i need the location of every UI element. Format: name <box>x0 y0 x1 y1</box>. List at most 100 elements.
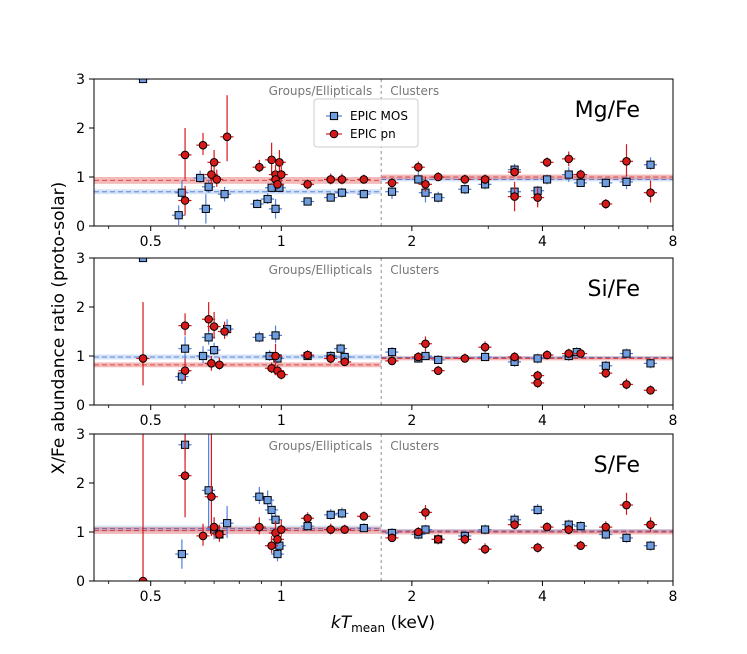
mos-point <box>336 344 345 353</box>
pn-point <box>276 525 286 534</box>
plot-area <box>94 79 673 226</box>
mos-point <box>210 346 219 355</box>
pn-point <box>564 154 574 164</box>
pn-point <box>421 339 430 349</box>
pn-point <box>576 170 585 179</box>
mos-point <box>576 178 585 187</box>
region-label-groups: Groups/Ellipticals <box>269 439 373 453</box>
x-tick-label: 8 <box>669 413 678 429</box>
pn-point <box>303 350 312 360</box>
mos-point <box>255 492 264 501</box>
mos-point <box>421 351 430 361</box>
pn-point <box>414 352 423 362</box>
mos-point <box>273 549 282 559</box>
y-tick-label: 2 <box>76 300 85 316</box>
pn-point <box>421 508 430 517</box>
mos-point <box>646 359 655 368</box>
mos-point <box>460 185 469 194</box>
pn-point <box>576 349 585 358</box>
mos-point <box>222 519 232 528</box>
pn-point <box>340 357 349 367</box>
x-tick-label: 0.5 <box>140 234 162 250</box>
y-tick-label: 0 <box>76 219 85 235</box>
pn-point <box>622 380 631 389</box>
x-tick-label: 4 <box>538 413 547 429</box>
mos-point <box>533 354 542 363</box>
y-axis-label: X/Fe abundance ratio (proto-solar) <box>49 182 69 475</box>
pn-point <box>212 175 222 184</box>
pn-point <box>326 175 336 184</box>
pn-point <box>576 541 585 551</box>
mos-point <box>180 344 190 353</box>
region-label-clusters: Clusters <box>390 84 439 98</box>
pn-point <box>303 180 312 189</box>
pn-point <box>542 158 552 167</box>
region-label-groups: Groups/Ellipticals <box>269 84 373 98</box>
mos-point <box>263 194 272 204</box>
panel-0: Groups/Ellipticals Clusters 0 1 2 3 0.5 1 2 4 8 Mg/… <box>76 72 678 250</box>
pn-point <box>359 512 369 521</box>
pn-band-0 <box>94 362 382 368</box>
x-tick-label: 0.5 <box>140 589 162 605</box>
pn-point <box>564 349 574 358</box>
pn-series <box>136 302 657 395</box>
mos-point <box>204 333 213 342</box>
pn-point <box>387 178 397 188</box>
pn-point <box>622 157 631 166</box>
mos-point <box>387 187 397 196</box>
x-tick-label: 4 <box>538 589 547 605</box>
pn-point <box>480 544 490 554</box>
panel-1: Groups/Ellipticals Clusters 0 1 2 3 0.5 1 2 4 8 Si/… <box>76 251 678 429</box>
pn-point <box>275 158 284 167</box>
region-label-clusters: Clusters <box>390 439 439 453</box>
pn-point <box>387 533 397 543</box>
pn-point <box>215 530 224 539</box>
mos-point <box>337 509 347 518</box>
pn-point <box>421 180 430 189</box>
mos-point <box>271 204 280 213</box>
pn-point <box>414 162 423 172</box>
x-tick-label: 8 <box>669 589 678 605</box>
mos-point <box>326 510 335 519</box>
mos-band-0 <box>94 354 382 360</box>
pn-point <box>460 175 470 184</box>
pn-point <box>255 162 264 172</box>
y-tick-label: 3 <box>76 427 85 443</box>
x-tick-label: 1 <box>277 589 286 605</box>
pn-point <box>276 170 286 179</box>
x-axis-label: kTmean (keV) <box>331 613 435 635</box>
x-tick-label: 2 <box>407 413 416 429</box>
x-tick-label: 8 <box>669 234 678 250</box>
x-tick-label: 1 <box>277 234 286 250</box>
pn-point <box>460 535 470 544</box>
pn-point <box>337 175 347 184</box>
mos-point <box>204 182 213 191</box>
mos-point <box>303 522 312 531</box>
mos-point <box>337 188 347 197</box>
pn-point <box>303 513 312 523</box>
pn-point <box>433 366 443 376</box>
y-tick-label: 2 <box>76 121 85 137</box>
mos-point <box>434 355 443 365</box>
pn-point <box>204 314 213 324</box>
mos-point <box>177 188 186 197</box>
pn-point <box>209 158 219 167</box>
mos-point <box>359 523 368 533</box>
pn-point <box>510 167 519 177</box>
mos-point <box>646 541 655 550</box>
pn-point <box>480 342 490 352</box>
mos-point <box>326 193 335 202</box>
pn-point <box>510 520 519 529</box>
pn-point <box>433 535 443 544</box>
x-tick-label: 4 <box>538 234 547 250</box>
plot-area <box>94 258 673 405</box>
pn-point <box>480 175 490 184</box>
mos-band-0 <box>94 189 382 195</box>
pn-point <box>533 543 542 552</box>
plot-area <box>94 434 673 581</box>
mos-point <box>303 197 312 206</box>
pn-point <box>180 321 190 330</box>
pn-point <box>542 522 552 532</box>
legend-pn-marker <box>329 129 339 139</box>
